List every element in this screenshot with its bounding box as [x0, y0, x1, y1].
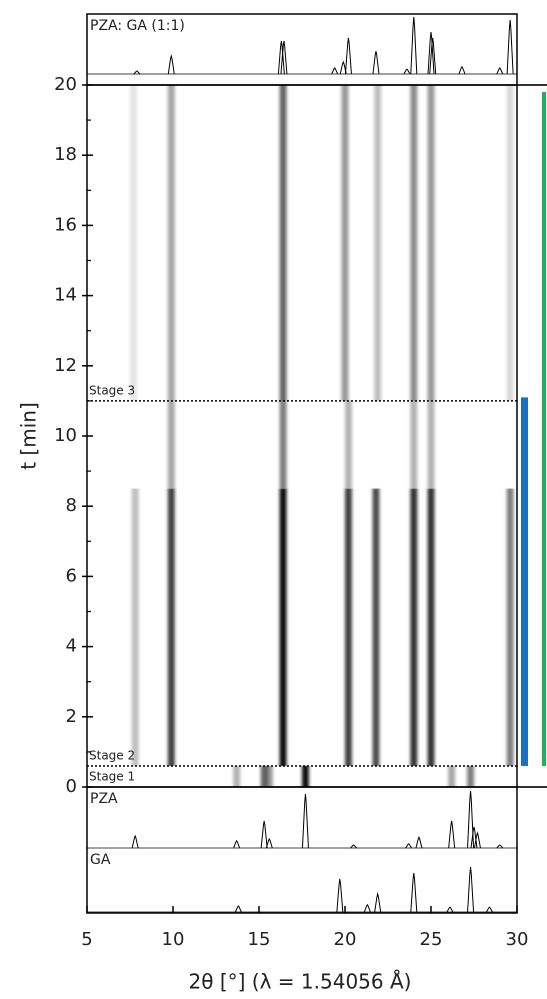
- pattern-peak: [458, 65, 466, 75]
- heat-band: [167, 400, 175, 489]
- pattern-peak: [506, 19, 514, 75]
- pattern-peak: [486, 906, 493, 913]
- pattern-peak: [363, 903, 371, 913]
- heat-band: [345, 488, 352, 766]
- y-tick-label: 10: [54, 425, 77, 446]
- y-tick-label: 12: [54, 355, 77, 376]
- pattern-peak: [405, 843, 413, 849]
- heat-band: [130, 85, 137, 401]
- y-tick-label: 2: [66, 706, 77, 727]
- y-tick-label: 20: [54, 74, 77, 95]
- pattern-peak: [374, 892, 382, 913]
- stage-label: Stage 1: [89, 770, 135, 784]
- y-tick-label: 4: [66, 636, 77, 657]
- heat-band: [372, 488, 380, 766]
- pattern-peak: [265, 837, 273, 849]
- stage-label: Stage 3: [89, 383, 135, 397]
- x-tick-label: 5: [81, 929, 92, 950]
- pattern-peak: [234, 905, 242, 913]
- pattern-peak: [473, 831, 481, 849]
- pattern-peak: [167, 54, 175, 75]
- heat-band: [374, 85, 382, 401]
- top-panel-frame: [86, 13, 518, 86]
- x-tick-label: 15: [248, 929, 271, 950]
- pattern-name: GA: [90, 852, 111, 868]
- pattern-peak: [427, 31, 435, 75]
- x-tick-label: 30: [506, 929, 529, 950]
- pattern-peak: [470, 826, 478, 849]
- heat-band: [167, 488, 175, 766]
- heat-band: [131, 488, 139, 766]
- pattern-peak: [133, 70, 141, 75]
- heat-band: [279, 400, 287, 489]
- pattern-peak: [410, 872, 418, 913]
- pattern-peak: [415, 835, 423, 849]
- x-axis-label: 2θ [°] (λ = 1.54056 Å): [189, 970, 412, 994]
- bottom-panel-frame: [86, 786, 518, 914]
- pattern-peak: [448, 820, 456, 849]
- heat-band: [427, 85, 435, 401]
- pattern-peak: [467, 866, 475, 913]
- pattern-peak: [446, 906, 454, 913]
- pattern-peak: [496, 844, 504, 849]
- pattern-name: PZA: [90, 791, 118, 807]
- heat-band: [279, 85, 287, 401]
- heat-band: [345, 400, 352, 489]
- pattern-peak: [496, 67, 504, 75]
- heatmap-background: [87, 85, 517, 787]
- pattern-peak: [372, 51, 380, 75]
- heat-band: [302, 765, 309, 787]
- pattern-peak: [339, 60, 347, 75]
- heat-band: [427, 400, 435, 489]
- pattern-peak: [131, 834, 139, 849]
- y-tick-label: 6: [66, 565, 77, 586]
- heat-band: [506, 85, 514, 401]
- heat-band: [341, 85, 349, 401]
- x-tick-label: 25: [420, 929, 443, 950]
- heat-band: [506, 488, 514, 766]
- heat-band: [265, 765, 273, 787]
- heat-band: [427, 488, 435, 766]
- pattern-peak: [331, 67, 339, 75]
- pattern-peak: [467, 790, 475, 849]
- pattern-peak: [336, 878, 344, 913]
- pattern-name: PZA: GA (1:1): [90, 18, 185, 34]
- pattern-peak: [403, 68, 411, 75]
- pattern-peak: [280, 40, 288, 75]
- heat-band: [467, 765, 474, 787]
- stage-label: Stage 2: [89, 748, 135, 762]
- heat-band: [410, 85, 418, 401]
- pattern-peak: [233, 839, 241, 849]
- phase-bar: [542, 92, 546, 766]
- y-axis-label: t [min]: [17, 402, 41, 470]
- y-tick-label: 8: [66, 495, 77, 516]
- y-tick-label: 0: [66, 776, 77, 797]
- pattern-peak: [429, 37, 437, 75]
- pattern-peak: [260, 820, 268, 849]
- heat-band: [410, 488, 418, 766]
- y-tick-label: 14: [54, 285, 77, 306]
- y-tick-label: 18: [54, 144, 77, 165]
- x-tick-label: 20: [334, 929, 357, 950]
- heat-band: [233, 765, 241, 787]
- x-tick-label: 10: [162, 929, 185, 950]
- pattern-peak: [301, 793, 309, 849]
- heat-band: [448, 765, 456, 787]
- y-tick-label: 16: [54, 214, 77, 235]
- heat-band: [167, 85, 175, 401]
- heat-band: [260, 765, 268, 787]
- pattern-peak: [410, 16, 418, 75]
- heat-band: [410, 400, 418, 489]
- pattern-peak: [344, 37, 352, 75]
- heat-band: [279, 488, 287, 766]
- phase-bar: [521, 397, 528, 766]
- pattern-peak: [350, 844, 357, 849]
